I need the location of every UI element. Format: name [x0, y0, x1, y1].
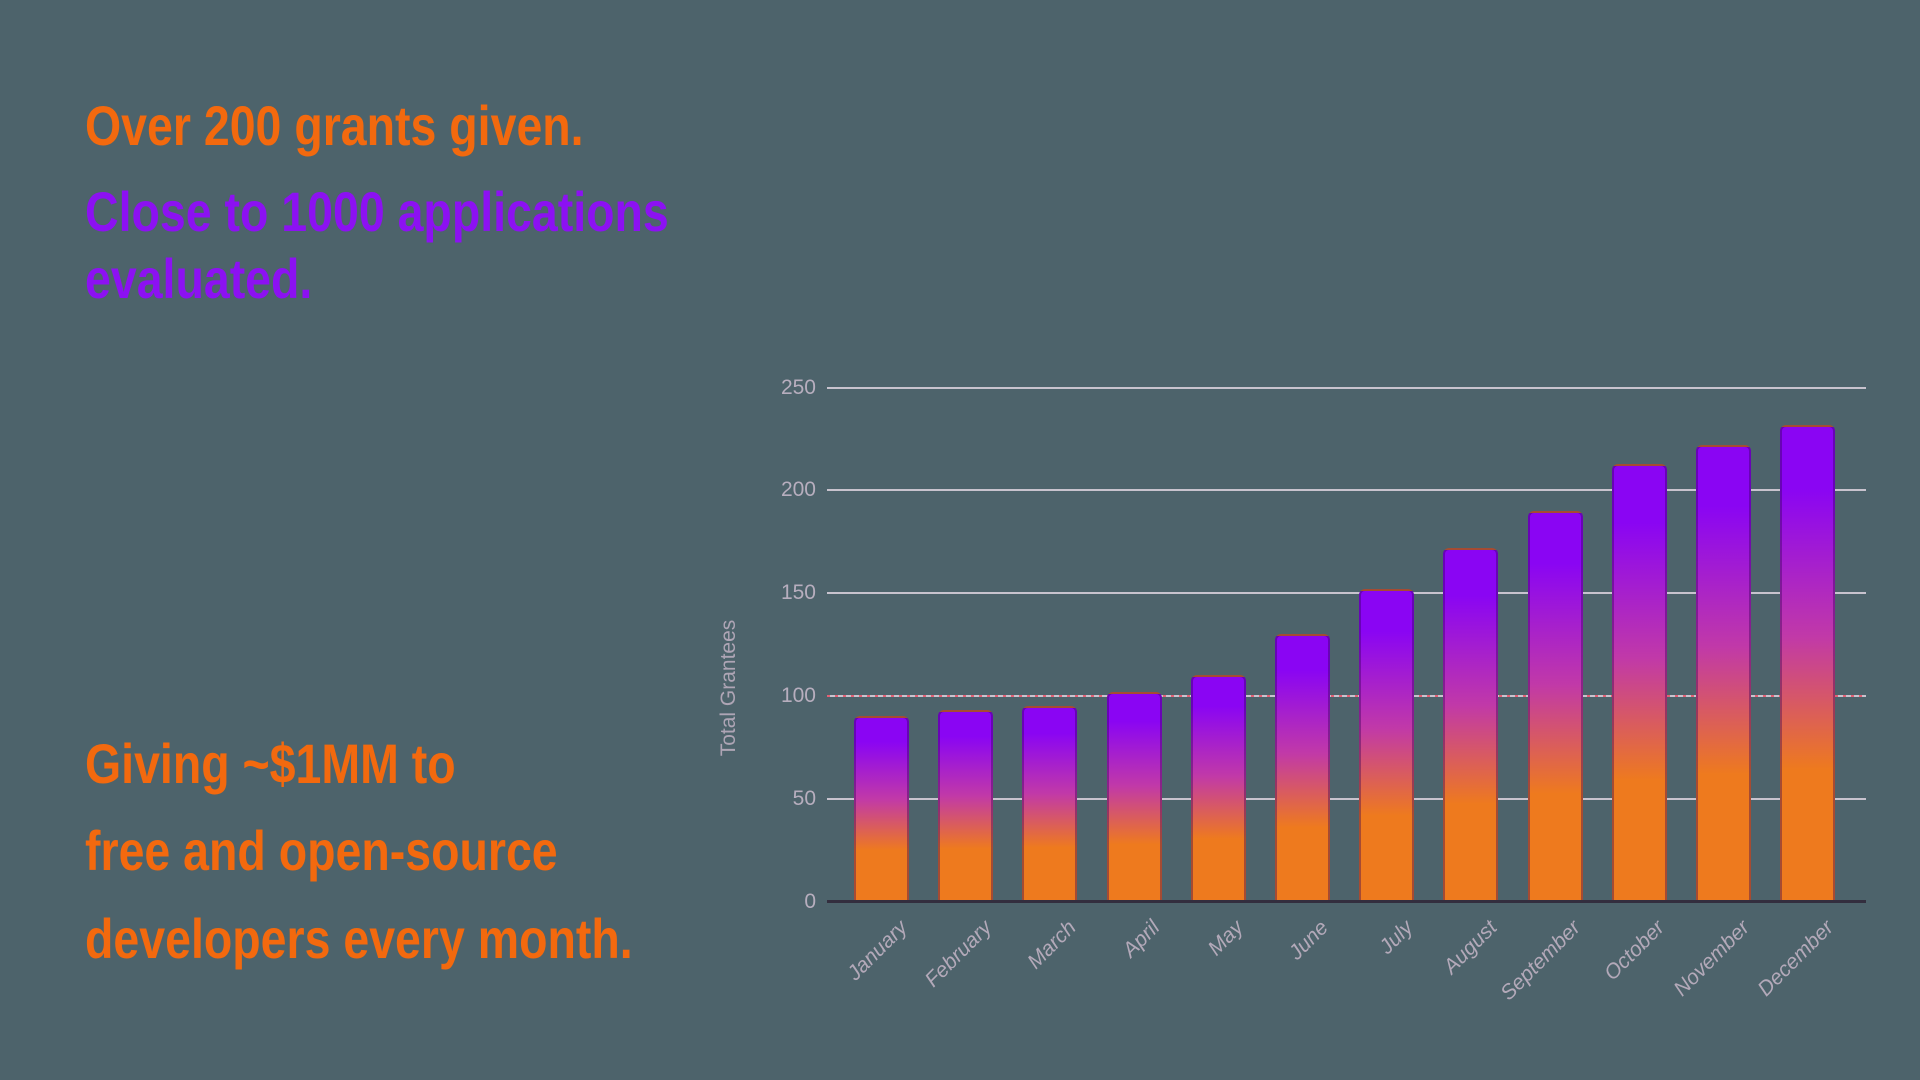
annotation-dotted-line: [827, 695, 1866, 697]
x-tick-label-text: June: [1284, 916, 1334, 965]
headline-line-5: free and open-source: [85, 819, 558, 882]
headline-line-6: developers every month.: [85, 907, 633, 970]
y-tick-label-200: 200: [780, 478, 816, 501]
x-tick-label-text: March: [1022, 916, 1081, 974]
bar-october: [1612, 464, 1667, 903]
headline-line-2: Close to 1000 applications: [85, 180, 669, 243]
gridline-50: [827, 798, 1866, 800]
x-tick-label-text: May: [1203, 916, 1249, 961]
x-tick-label-text: January: [843, 916, 913, 986]
bar-january: [854, 716, 909, 902]
gridline-200: [827, 489, 1866, 491]
headline-line-1: Over 200 grants given.: [85, 94, 584, 157]
bar-august: [1443, 548, 1498, 903]
bar-june: [1275, 634, 1330, 902]
y-tick-label-150: 150: [780, 581, 816, 604]
bar-december: [1780, 425, 1835, 903]
x-tick-label-text: August: [1438, 916, 1502, 979]
bar-may: [1191, 675, 1246, 902]
bar-september: [1528, 511, 1583, 903]
y-tick-label-0: 0: [804, 890, 816, 913]
x-tick-label-text: October: [1600, 916, 1670, 986]
x-tick-label-text: November: [1669, 916, 1755, 1001]
x-tick-label-text: July: [1374, 916, 1418, 959]
bar-february: [938, 710, 993, 902]
x-tick-label-text: April: [1118, 916, 1165, 962]
x-tick-label-text: December: [1753, 916, 1839, 1001]
y-tick-label-50: 50: [792, 787, 816, 810]
headline-line-4: Giving ~$1MM to: [85, 732, 456, 795]
headline-line-3: evaluated.: [85, 247, 313, 310]
y-tick-label-100: 100: [780, 684, 816, 707]
x-tick-label-text: September: [1496, 916, 1586, 1005]
bar-november: [1696, 445, 1751, 902]
bar-april: [1107, 692, 1162, 903]
x-axis-line: [827, 900, 1866, 903]
y-tick-label-250: 250: [780, 376, 816, 399]
gridline-150: [827, 592, 1866, 594]
bar-july: [1359, 589, 1414, 903]
gridline-250: [827, 387, 1866, 389]
x-tick-label-text: February: [920, 916, 997, 992]
bar-march: [1022, 706, 1077, 902]
